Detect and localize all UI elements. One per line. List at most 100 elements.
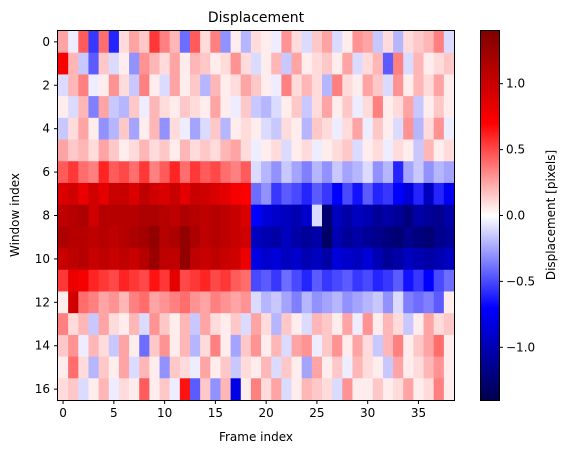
heatmap-cell [311, 96, 323, 119]
heatmap-cell [210, 334, 221, 357]
heatmap-cell [261, 378, 272, 401]
heatmap-cell [301, 139, 313, 162]
heatmap-cell [139, 356, 150, 379]
heatmap-cell [129, 31, 140, 54]
heatmap-cell [179, 52, 191, 75]
heatmap-cell [382, 248, 394, 271]
heatmap-cell [200, 313, 211, 336]
heatmap-cell [250, 161, 262, 184]
heatmap-cell [118, 139, 130, 162]
heatmap-cell [322, 96, 333, 119]
heatmap-cell [68, 248, 79, 271]
heatmap-cell [169, 74, 181, 97]
y-tick-label: 6 [42, 165, 50, 179]
heatmap-cell [230, 356, 242, 379]
heatmap-cell [250, 334, 262, 357]
heatmap-cell [443, 248, 455, 271]
heatmap-cell [281, 334, 292, 357]
heatmap-cell [190, 334, 201, 357]
heatmap-cell [169, 139, 181, 162]
heatmap-cell [271, 313, 282, 336]
heatmap-cell [169, 291, 181, 314]
heatmap-cell [240, 269, 252, 292]
heatmap-cell [129, 52, 140, 75]
heatmap-cell [210, 182, 221, 206]
heatmap-cell [362, 117, 374, 140]
heatmap-cell [210, 117, 221, 140]
heatmap-cell [443, 117, 455, 140]
heatmap-cell [301, 96, 313, 119]
heatmap-cell [98, 378, 110, 401]
heatmap-cell [311, 204, 323, 227]
heatmap-cell [403, 226, 414, 249]
heatmap-cell [352, 226, 364, 249]
heatmap-cell [149, 139, 160, 162]
heatmap-cell [332, 117, 343, 140]
heatmap-cell [403, 269, 414, 292]
x-tick-label: 35 [411, 406, 426, 420]
heatmap-cell [139, 291, 150, 314]
heatmap-cell [179, 378, 191, 401]
heatmap-cell [210, 248, 221, 271]
heatmap-cell [423, 96, 435, 119]
heatmap-cell [129, 74, 140, 97]
heatmap-cell [362, 291, 374, 314]
heatmap-cell [271, 139, 282, 162]
heatmap-cell [291, 117, 303, 140]
heatmap-cell [352, 291, 364, 314]
heatmap-cell [301, 117, 313, 140]
heatmap-cell [423, 182, 435, 206]
heatmap-cell [179, 269, 191, 292]
heatmap-cell [281, 378, 292, 401]
heatmap-cell [98, 204, 110, 227]
heatmap-cell [322, 31, 333, 54]
heatmap-cell [58, 334, 69, 357]
heatmap-cell [169, 31, 181, 54]
heatmap-cell [382, 31, 394, 54]
heatmap-cell [403, 356, 414, 379]
heatmap-cell [393, 269, 404, 292]
heatmap-cell [261, 52, 272, 75]
heatmap-cell [118, 74, 130, 97]
heatmap-cell [393, 248, 404, 271]
heatmap-cell [443, 291, 455, 314]
heatmap-cell [352, 334, 364, 357]
heatmap-cell [68, 356, 79, 379]
heatmap-cell [88, 74, 100, 97]
heatmap-cell [139, 378, 150, 401]
heatmap-cell [332, 248, 343, 271]
heatmap-cell [250, 248, 262, 271]
heatmap-cell [271, 96, 282, 119]
heatmap-cell [129, 313, 140, 336]
heatmap-cell [190, 31, 201, 54]
heatmap-cell [322, 52, 333, 75]
heatmap-cell [250, 269, 262, 292]
heatmap-cell [413, 291, 424, 314]
y-tick-label: 14 [35, 339, 50, 353]
heatmap-cell [78, 334, 89, 357]
heatmap-cell [250, 52, 262, 75]
heatmap-cell [433, 139, 445, 162]
heatmap-cell [261, 182, 272, 206]
heatmap-cell [190, 161, 201, 184]
chart-title: Displacement [208, 10, 305, 26]
heatmap-cell [382, 204, 394, 227]
heatmap-cell [433, 182, 445, 206]
heatmap-cell [159, 248, 171, 271]
y-tick-label: 16 [35, 382, 50, 396]
heatmap-cell [342, 74, 353, 97]
heatmap-cell [179, 31, 191, 54]
heatmap-cell [200, 74, 211, 97]
heatmap-cell [301, 291, 313, 314]
heatmap-cell [210, 74, 221, 97]
heatmap-cell [342, 52, 353, 75]
x-tick-label: 0 [59, 406, 67, 420]
heatmap-cell [210, 269, 221, 292]
heatmap-cell [68, 378, 79, 401]
heatmap-cell [220, 52, 232, 75]
heatmap-cell [362, 204, 374, 227]
heatmap-cell [179, 117, 191, 140]
heatmap-cell [393, 139, 404, 162]
heatmap-cell [332, 182, 343, 206]
heatmap-cell [342, 161, 353, 184]
